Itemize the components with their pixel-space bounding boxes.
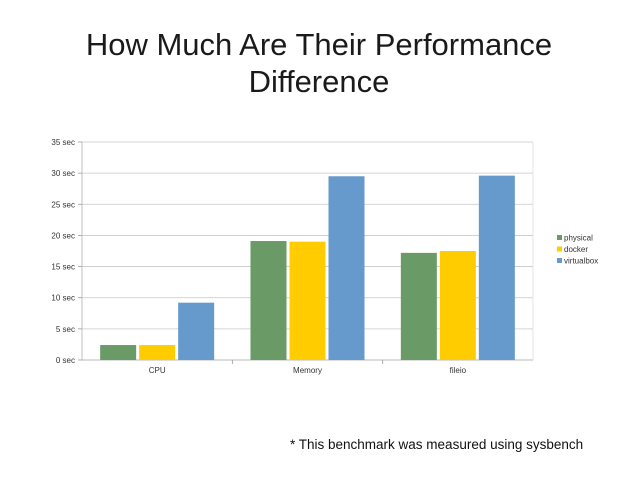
x-tick-labels: CPU Memory fileio [149, 366, 467, 375]
y-tick-label: 30 sec [51, 169, 75, 178]
legend-swatch-physical [557, 235, 562, 240]
legend: physical docker virtualbox [557, 234, 598, 266]
bar-physical-fileio [400, 252, 437, 360]
bar-docker-cpu [139, 345, 176, 360]
y-tick-label: 25 sec [51, 200, 75, 209]
bar-docker-memory [289, 241, 326, 360]
y-tick-label: 0 sec [56, 356, 75, 365]
bar-virtualbox-memory [328, 176, 365, 360]
bar-physical-memory [250, 241, 287, 360]
x-tick-label: CPU [149, 366, 166, 375]
legend-swatch-virtualbox [557, 258, 562, 263]
legend-swatch-docker [557, 246, 562, 252]
legend-label-docker: docker [564, 245, 588, 254]
y-tick-label: 20 sec [51, 231, 75, 240]
x-tick-label: Memory [293, 366, 322, 375]
footnote: * This benchmark was measured using sysb… [290, 437, 584, 452]
y-tick-labels: 0 sec 5 sec 10 sec 15 sec 20 sec 25 sec 30 sec… [51, 138, 75, 365]
x-tick-label: fileio [450, 366, 467, 375]
slide-title: How Much Are Their Performance Differenc… [85, 27, 553, 99]
legend-label-physical: physical [564, 234, 593, 243]
y-tick-label: 15 sec [51, 263, 75, 272]
y-tick-label: 5 sec [56, 325, 75, 334]
bar-virtualbox-fileio [478, 175, 515, 360]
bars [100, 175, 515, 360]
bar-virtualbox-cpu [178, 302, 215, 360]
y-tick-label: 35 sec [51, 138, 75, 147]
y-tick-label: 10 sec [51, 294, 75, 303]
legend-label-virtualbox: virtualbox [564, 257, 598, 266]
bar-physical-cpu [100, 345, 137, 360]
bar-docker-fileio [439, 251, 476, 360]
